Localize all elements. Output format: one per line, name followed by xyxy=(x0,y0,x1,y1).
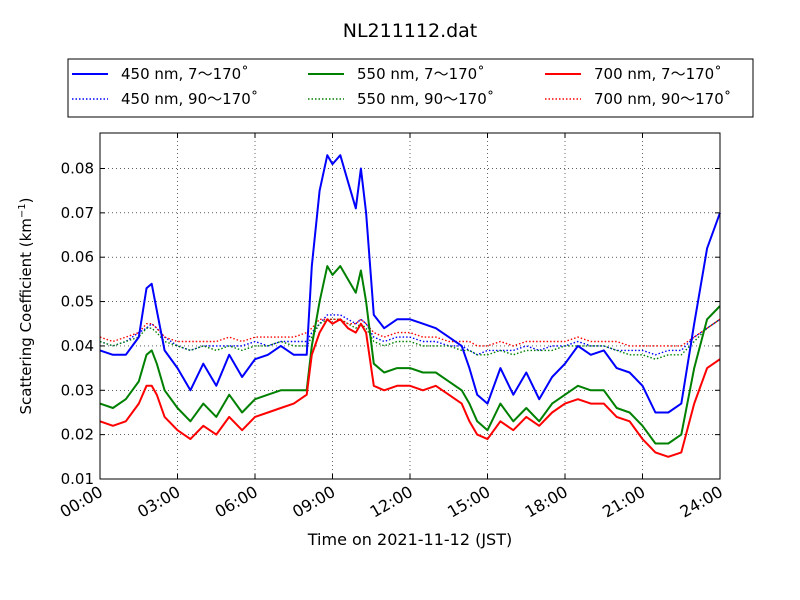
x-tick-label: 12:00 xyxy=(367,482,416,522)
y-tick-label: 0.04 xyxy=(61,337,94,355)
series-line xyxy=(99,318,721,360)
series-line xyxy=(99,154,721,414)
y-axis-label: Scattering Coefficient (km−1) xyxy=(17,197,35,414)
x-tick-label: 03:00 xyxy=(134,482,183,522)
x-tick-label: 24:00 xyxy=(677,482,726,522)
grid-lines xyxy=(100,133,720,479)
y-axis-label-close: ) xyxy=(17,197,35,203)
x-tick-label: 09:00 xyxy=(289,482,338,522)
y-tick-label: 0.03 xyxy=(61,381,94,399)
chart-title: NL211112.dat xyxy=(343,20,478,42)
x-tick-label: 18:00 xyxy=(522,482,571,522)
y-axis-label-superscript: −1 xyxy=(17,203,28,218)
y-tick-label: 0.06 xyxy=(61,248,94,266)
legend-label: 450 nm, 90～170˚ xyxy=(121,90,258,108)
legend-frame xyxy=(67,58,754,118)
y-axis-label-main: Scattering Coefficient (km xyxy=(17,218,35,414)
series-line xyxy=(99,318,721,458)
legend-label: 700 nm, 7～170˚ xyxy=(594,65,722,83)
legend-label: 550 nm, 7～170˚ xyxy=(357,65,485,83)
x-tick-label: 15:00 xyxy=(444,482,493,522)
y-axis: 0.01 0.02 0.03 0.04 0.05 0.06 0.07 0.08 xyxy=(61,159,720,488)
series-line xyxy=(99,265,721,445)
series-line xyxy=(99,314,721,356)
x-axis-label: Time on 2021-11-12 (JST) xyxy=(307,530,512,549)
y-tick-label: 0.07 xyxy=(61,204,94,222)
legend-label: 450 nm, 7～170˚ xyxy=(121,65,249,83)
x-tick-label: 06:00 xyxy=(212,482,261,522)
y-tick-label: 0.05 xyxy=(61,293,94,311)
series-layer xyxy=(99,154,721,458)
legend: 450 nm, 7～170˚ 450 nm, 90～170˚ 550 nm, 7～1… xyxy=(67,58,754,118)
legend-label: 700 nm, 90～170˚ xyxy=(594,90,731,108)
y-tick-label: 0.02 xyxy=(61,426,94,444)
x-tick-label: 21:00 xyxy=(599,482,648,522)
y-tick-label: 0.01 xyxy=(61,470,94,488)
legend-label: 550 nm, 90～170˚ xyxy=(357,90,494,108)
y-tick-label: 0.08 xyxy=(61,159,94,177)
x-axis: 00:00 03:00 06:00 09:00 12:00 15:00 18:00 21:00… xyxy=(57,133,726,522)
